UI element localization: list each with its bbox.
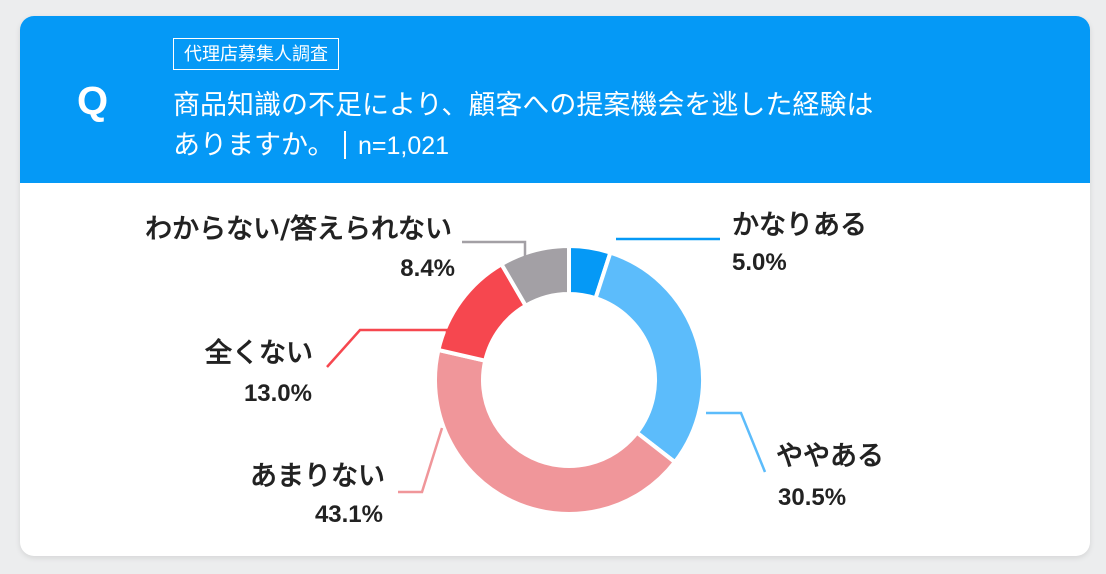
slice-value-1: 5.0% [732, 249, 787, 276]
survey-tag: 代理店募集人調査 [173, 38, 339, 70]
leader-line-2 [706, 411, 767, 473]
chart-card: Q 代理店募集人調査 商品知識の不足により、顧客への提案機会を逃した経験は あり… [20, 16, 1090, 556]
slice-value-5: 8.4% [400, 255, 455, 282]
data-labels: かなりある 5.0% ややある 30.5% あまりない 43.1% 全くない 13.0% わから… [145, 210, 884, 528]
question-line-1: 商品知識の不足により、顧客への提案機会を逃した経験は [173, 90, 874, 121]
slice-label-3: あまりない [250, 461, 385, 492]
q-mark: Q [77, 79, 109, 123]
leader-line-4 [326, 328, 449, 368]
slice-value-3: 43.1% [315, 501, 383, 528]
leader-line-3 [398, 427, 444, 494]
slice-value-2: 30.5% [778, 484, 846, 511]
sample-size: n=1,021 [357, 132, 450, 160]
donut-slice-3 [433, 347, 678, 516]
question-line-2-text: ありますか。 [173, 130, 335, 161]
donut-slice-2 [593, 250, 705, 465]
question-line-2: ありますか。 n=1,021 [173, 126, 1053, 166]
leader-line-5 [462, 240, 527, 268]
slice-value-4: 13.0% [244, 380, 312, 407]
slice-label-5: わからない/答えられない [145, 213, 452, 245]
sample-divider [344, 131, 346, 159]
donut-slice-5 [498, 243, 571, 309]
question-text: 商品知識の不足により、顧客への提案機会を逃した経験は ありますか。 n=1,021 [173, 86, 1053, 166]
slice-label-2: ややある [776, 441, 884, 472]
question-header: Q 代理店募集人調査 商品知識の不足により、顧客への提案機会を逃した経験は あり… [20, 16, 1090, 183]
donut-slices [433, 243, 705, 516]
slice-label-1: かなりある [732, 210, 867, 241]
leader-lines [326, 237, 767, 494]
slice-label-4: 全くない [204, 337, 313, 369]
